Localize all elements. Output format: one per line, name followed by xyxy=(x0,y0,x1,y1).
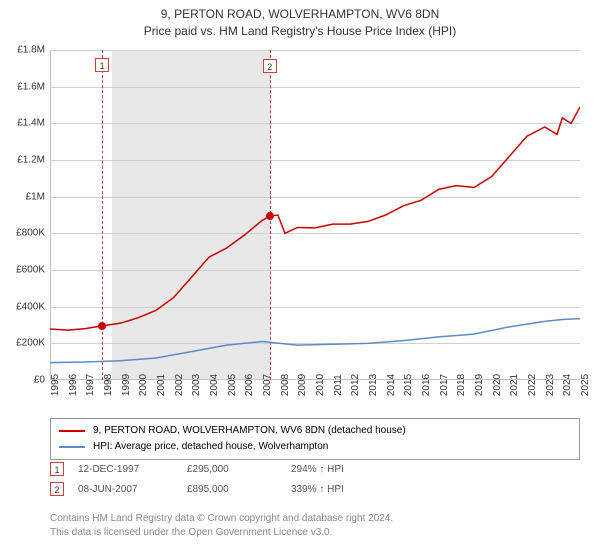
x-axis-label: 2025 xyxy=(580,374,591,396)
legend-item-hpi: HPI: Average price, detached house, Wolv… xyxy=(59,439,571,455)
sale-marker xyxy=(266,212,274,220)
y-axis-label: £600K xyxy=(0,265,45,276)
sale-price: £295,000 xyxy=(187,464,277,475)
footnote-line: Contains HM Land Registry data © Crown c… xyxy=(50,512,393,526)
legend-label: HPI: Average price, detached house, Wolv… xyxy=(93,439,328,455)
legend-swatch xyxy=(59,446,85,448)
series-line-hpi xyxy=(50,319,580,363)
y-axis-label: £1.4M xyxy=(0,118,45,129)
sale-date: 12-DEC-1997 xyxy=(78,464,173,475)
sale-index-box: 1 xyxy=(50,462,64,476)
sale-pct: 339% ↑ HPI xyxy=(291,484,401,495)
series-line-property xyxy=(50,107,580,330)
sale-index-box: 2 xyxy=(50,482,64,496)
footnote-line: This data is licensed under the Open Gov… xyxy=(50,526,393,540)
y-axis-label: £1.2M xyxy=(0,155,45,166)
chart-subtitle: Price paid vs. HM Land Registry's House … xyxy=(0,23,600,40)
plot-svg xyxy=(50,50,580,380)
sale-date: 08-JUN-2007 xyxy=(78,484,173,495)
legend-item-property: 9, PERTON ROAD, WOLVERHAMPTON, WV6 8DN (… xyxy=(59,423,571,439)
sale-pct: 294% ↑ HPI xyxy=(291,464,401,475)
legend-label: 9, PERTON ROAD, WOLVERHAMPTON, WV6 8DN (… xyxy=(93,423,406,439)
y-axis-label: £1.8M xyxy=(0,45,45,56)
y-axis-label: £800K xyxy=(0,228,45,239)
footnote: Contains HM Land Registry data © Crown c… xyxy=(50,512,393,540)
y-axis-label: £400K xyxy=(0,301,45,312)
legend: 9, PERTON ROAD, WOLVERHAMPTON, WV6 8DN (… xyxy=(50,418,580,460)
y-axis-label: £0 xyxy=(0,375,45,386)
sale-marker xyxy=(98,322,106,330)
chart-area: £0£200K£400K£600K£800K£1M£1.2M£1.4M£1.6M… xyxy=(50,50,580,380)
sales-table: 1 12-DEC-1997 £295,000 294% ↑ HPI 2 08-J… xyxy=(50,462,401,502)
legend-swatch xyxy=(59,430,85,432)
y-axis-label: £1M xyxy=(0,191,45,202)
sale-row: 1 12-DEC-1997 £295,000 294% ↑ HPI xyxy=(50,462,401,476)
y-axis-label: £1.6M xyxy=(0,81,45,92)
sale-row: 2 08-JUN-2007 £895,000 339% ↑ HPI xyxy=(50,482,401,496)
chart-title: 9, PERTON ROAD, WOLVERHAMPTON, WV6 8DN xyxy=(0,0,600,23)
y-axis-label: £200K xyxy=(0,338,45,349)
sale-price: £895,000 xyxy=(187,484,277,495)
